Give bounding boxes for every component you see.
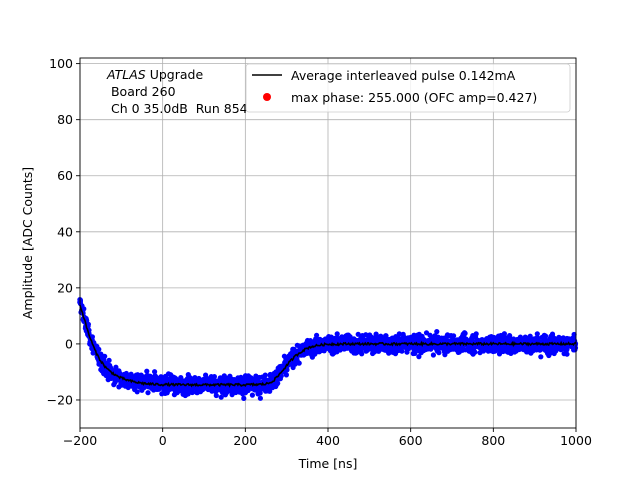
scatter-point: [152, 369, 158, 375]
scatter-point: [218, 394, 224, 400]
x-tick-label: 600: [399, 433, 423, 448]
y-axis-label: Amplitude [ADC Counts]: [20, 167, 35, 319]
scatter-point: [81, 306, 87, 312]
legend-label-max-phase: max phase: 255.000 (OFC amp=0.427): [291, 90, 537, 105]
scatter-point: [451, 333, 457, 339]
scatter-point: [249, 392, 255, 398]
scatter-point: [134, 389, 140, 395]
scatter-point: [283, 372, 289, 378]
average-pulse-line: [79, 304, 577, 388]
scatter-point: [436, 350, 442, 356]
scatter-point: [262, 372, 268, 378]
y-tick-label: 0: [65, 336, 73, 351]
scatter-point: [472, 349, 478, 355]
scatter-point: [399, 348, 405, 354]
y-tick-label: 40: [57, 224, 73, 239]
scatter-point: [334, 331, 340, 337]
scatter-point: [564, 351, 570, 357]
scatter-point: [571, 331, 577, 338]
legend: Average interleaved pulse 0.142mA max ph…: [245, 63, 571, 113]
scatter-point: [96, 346, 102, 352]
y-tick-label: −20: [47, 392, 73, 407]
annotation-upgrade: Upgrade: [146, 67, 204, 82]
scatter-point: [412, 350, 418, 356]
x-tick-label: 1000: [560, 433, 592, 448]
scatter-point: [257, 395, 263, 401]
scatter-point: [534, 331, 540, 337]
scatter-point: [213, 392, 219, 399]
y-tick-label: 80: [57, 112, 73, 127]
annotation-board: Board 260: [107, 84, 176, 99]
scatter-point: [359, 351, 365, 357]
scatter-point: [462, 330, 468, 336]
legend-marker-swatch: [263, 93, 271, 101]
legend-box: [245, 63, 571, 113]
x-axis-label: Time [ns]: [298, 456, 358, 471]
y-tick-label: 100: [49, 56, 73, 71]
annotation-atlas: ATLAS: [106, 67, 146, 82]
scatter-point: [241, 395, 247, 401]
scatter-point: [542, 333, 549, 339]
scatter-point: [314, 332, 320, 338]
annotation-channel-run: Ch 0 35.0dB Run 854: [107, 101, 248, 116]
y-tick-label: 60: [57, 168, 73, 183]
scatter-point: [144, 368, 150, 374]
scatter-point: [211, 374, 217, 380]
scatter-point: [85, 321, 91, 327]
scatter-point: [102, 353, 108, 359]
legend-label-average: Average interleaved pulse 0.142mA: [291, 68, 516, 83]
x-tick-label: 0: [159, 433, 167, 448]
scatter-point: [178, 375, 184, 381]
x-tick-label: −200: [63, 433, 97, 448]
scatter-point: [416, 354, 422, 360]
y-tick-label: 20: [57, 280, 73, 295]
scatter-point: [106, 357, 112, 363]
scatter-point: [396, 331, 402, 337]
x-tick-label: 200: [233, 433, 257, 448]
scatter-point: [296, 360, 302, 366]
scatter-point: [89, 334, 95, 340]
scatter-point: [572, 345, 579, 351]
scatter-point: [267, 388, 273, 394]
scatter-point: [434, 329, 440, 335]
scatter-point: [145, 390, 151, 396]
x-tick-label: 400: [316, 433, 340, 448]
annotation-text: ATLAS Upgrade Board 260 Ch 0 35.0dB Run …: [106, 67, 248, 116]
scatter-point: [257, 390, 263, 396]
svg-text:ATLAS Upgrade: ATLAS Upgrade: [106, 67, 203, 82]
scatter-point: [473, 331, 479, 337]
scatter-point: [538, 354, 544, 360]
x-tick-label: 800: [481, 433, 505, 448]
scatter-series: [77, 297, 579, 401]
scatter-point: [430, 352, 436, 358]
